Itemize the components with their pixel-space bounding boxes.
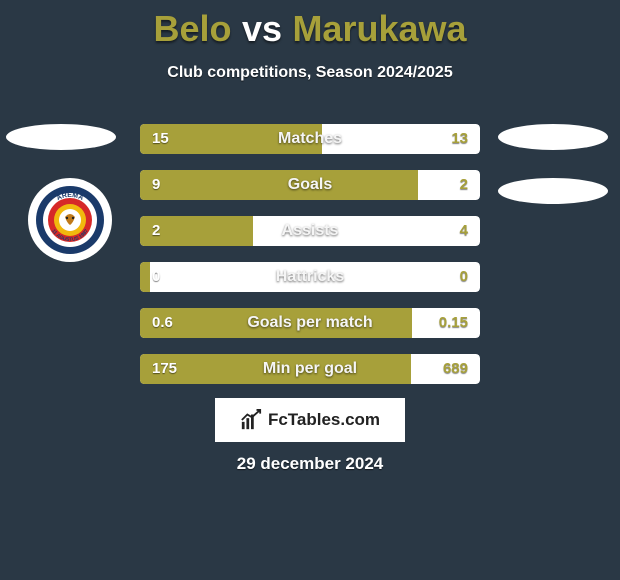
stat-row-goals: 92Goals: [140, 170, 480, 200]
bar-label: Goals per match: [140, 308, 480, 338]
bar-label: Hattricks: [140, 262, 480, 292]
brand-text: FcTables.com: [268, 410, 380, 430]
subtitle: Club competitions, Season 2024/2025: [0, 64, 620, 82]
stat-row-matches: 1513Matches: [140, 124, 480, 154]
bar-label: Min per goal: [140, 354, 480, 384]
stat-row-hattricks: 00Hattricks: [140, 262, 480, 292]
stat-row-goals-per-match: 0.60.15Goals per match: [140, 308, 480, 338]
stat-bars: 1513Matches 92Goals 24Assists 00Hattricks 0.…: [140, 124, 480, 400]
footer-date: 29 december 2024: [0, 454, 620, 474]
player1-name: Belo: [153, 8, 231, 49]
club-crest: AREMA 11 AGUSTUS 1987: [28, 178, 112, 262]
stat-row-assists: 24Assists: [140, 216, 480, 246]
chart-icon: [240, 409, 262, 431]
comparison-title: Belo vs Marukawa: [0, 0, 620, 50]
player2-badge-placeholder-2: [498, 178, 608, 204]
stat-row-min-per-goal: 175689Min per goal: [140, 354, 480, 384]
player2-badge-placeholder-1: [498, 124, 608, 150]
vs-text: vs: [242, 8, 282, 49]
brand-badge: FcTables.com: [215, 398, 405, 442]
bar-label: Matches: [140, 124, 480, 154]
bar-label: Goals: [140, 170, 480, 200]
bar-label: Assists: [140, 216, 480, 246]
player2-name: Marukawa: [292, 8, 466, 49]
crest-svg: AREMA 11 AGUSTUS 1987: [35, 185, 105, 255]
player1-badge-placeholder-1: [6, 124, 116, 150]
